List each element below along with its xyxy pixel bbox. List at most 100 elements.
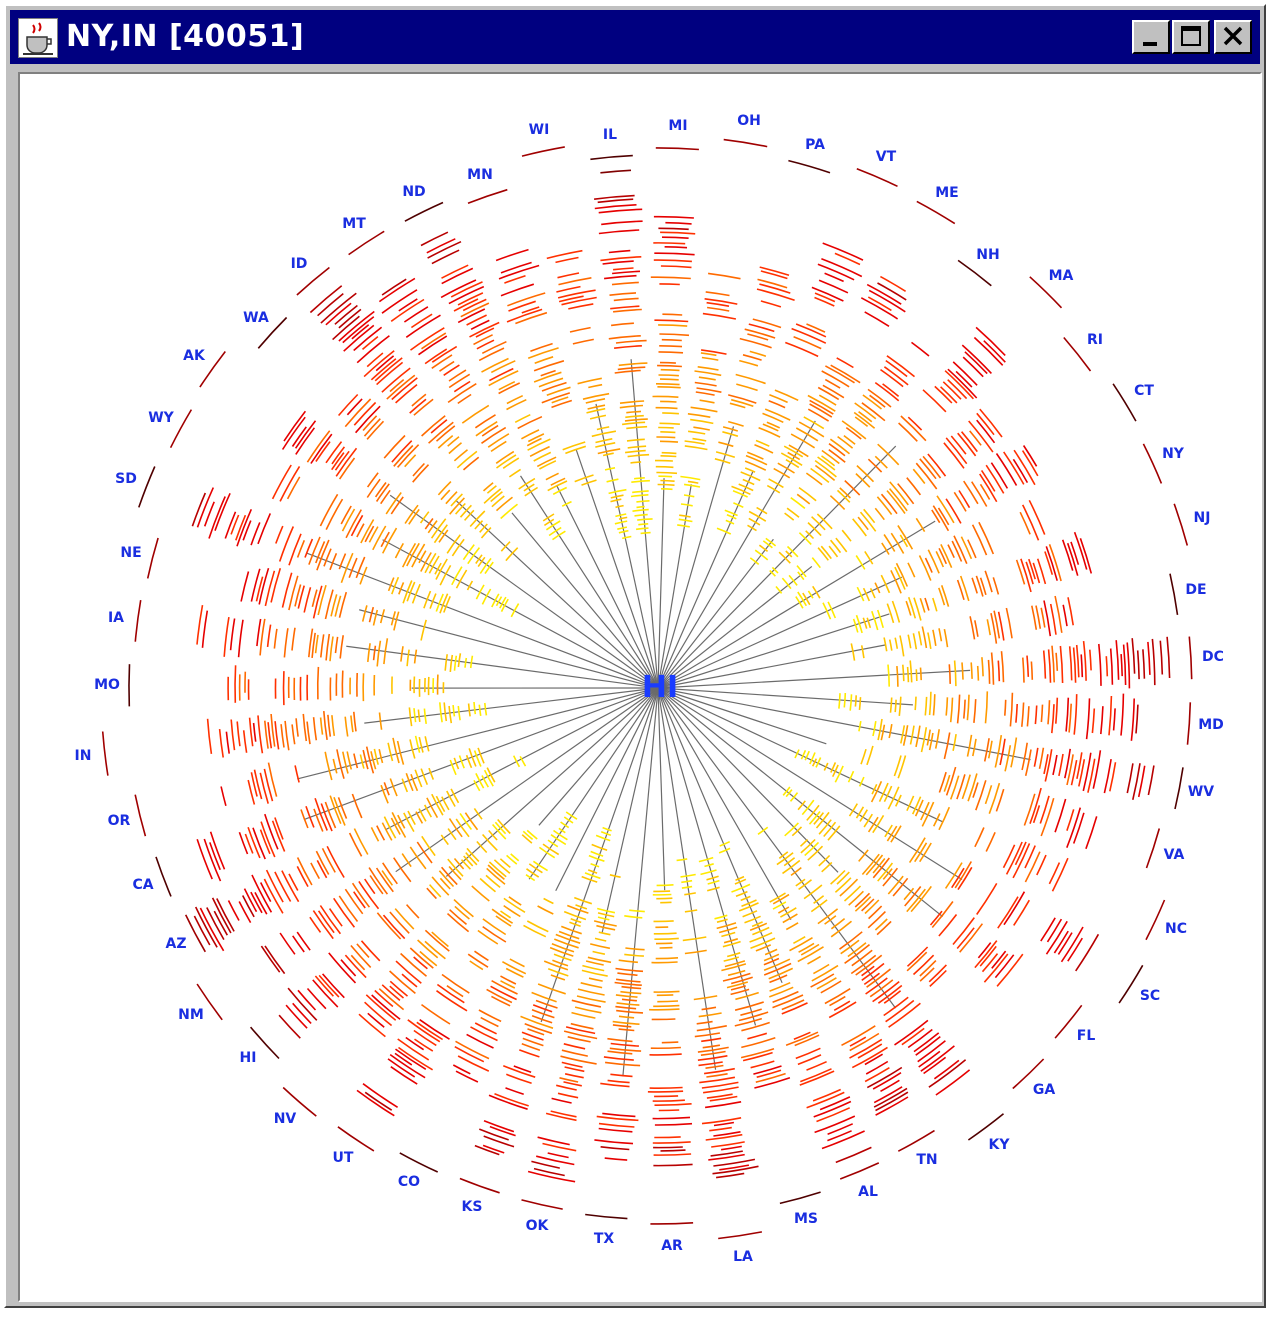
state-label-ia[interactable]: IA [107, 610, 125, 626]
state-label-fl[interactable]: FL [1076, 1028, 1096, 1044]
center-state-label[interactable]: HI [641, 670, 679, 705]
state-label-mt[interactable]: MT [342, 216, 366, 232]
outer-arc-DC [1188, 636, 1193, 680]
spoke-NM [395, 687, 659, 873]
state-label-wa[interactable]: WA [243, 310, 269, 326]
wedge-SD [191, 487, 451, 614]
state-label-or[interactable]: OR [107, 813, 131, 829]
outer-arc-WY [169, 409, 193, 449]
state-label-md[interactable]: MD [1198, 717, 1224, 733]
state-label-nd[interactable]: ND [402, 184, 426, 200]
outer-arc-MD [1186, 702, 1192, 745]
spoke-LA [657, 687, 717, 1070]
state-label-il[interactable]: IL [602, 127, 618, 143]
state-label-nv[interactable]: NV [273, 1111, 297, 1127]
state-label-ks[interactable]: KS [461, 1199, 483, 1215]
wedge-TX [594, 909, 645, 1161]
outer-arc-ND [404, 201, 444, 222]
state-label-al[interactable]: AL [858, 1184, 878, 1200]
spoke-TN [657, 687, 792, 921]
spoke-HI [445, 687, 659, 877]
state-label-oh[interactable]: OH [737, 113, 761, 129]
state-label-ar[interactable]: AR [661, 1238, 683, 1254]
spoke-WY [382, 539, 659, 689]
spoke-RI [657, 565, 813, 689]
maximize-icon [1181, 26, 1201, 46]
outer-arc-NJ [1173, 503, 1189, 546]
outer-arc-MO [128, 664, 131, 707]
spoke-MA [657, 445, 897, 689]
state-label-de[interactable]: DE [1185, 582, 1207, 598]
minimize-icon [1143, 42, 1157, 46]
spoke-DC [657, 669, 971, 689]
maximize-button[interactable] [1172, 20, 1210, 54]
state-label-ct[interactable]: CT [1134, 383, 1154, 399]
state-label-wy[interactable]: WY [148, 410, 174, 426]
wedge-OH [677, 272, 741, 528]
state-label-ri[interactable]: RI [1087, 332, 1103, 348]
close-button[interactable] [1214, 20, 1252, 54]
state-label-ga[interactable]: GA [1032, 1082, 1056, 1098]
spoke-NE [359, 609, 659, 689]
state-label-wv[interactable]: WV [1187, 784, 1215, 800]
state-label-mo[interactable]: MO [94, 677, 120, 693]
wedge-FL [782, 786, 1024, 987]
state-label-ok[interactable]: OK [525, 1218, 549, 1234]
state-label-ny[interactable]: NY [1162, 446, 1184, 462]
state-label-tx[interactable]: TX [593, 1231, 615, 1247]
wedge-VT [716, 242, 864, 535]
state-label-ne[interactable]: NE [120, 545, 142, 561]
spoke-MI [657, 478, 665, 689]
state-label-in[interactable]: IN [74, 748, 92, 764]
radial-visualization-canvas[interactable]: HI IL MI OH PA VT ME NH MA RI CT NY NJ DE DC MD WV VA NC S… [18, 72, 1262, 1302]
outer-arc-AK [199, 351, 226, 388]
wedge-MN [495, 248, 597, 486]
outer-arc-IL [590, 154, 633, 161]
wedge-KS [474, 826, 612, 1156]
wedge-MO [227, 665, 445, 706]
state-label-hi[interactable]: HI [239, 1050, 257, 1066]
state-label-ak[interactable]: AK [183, 348, 205, 364]
state-label-dc[interactable]: DC [1202, 649, 1224, 665]
state-label-az[interactable]: AZ [165, 936, 187, 952]
state-label-nc[interactable]: NC [1165, 921, 1187, 937]
title-bar[interactable]: NY,IN [40051] [10, 10, 1260, 64]
spoke-ME [657, 420, 816, 689]
state-label-id[interactable]: ID [290, 256, 308, 272]
wedge-AL [718, 840, 872, 1164]
state-label-ms[interactable]: MS [793, 1211, 819, 1227]
wedge-UT [356, 811, 578, 1117]
wedge-KY [757, 826, 971, 1096]
java-cup-icon [18, 18, 58, 58]
state-label-wi[interactable]: WI [528, 122, 550, 138]
state-label-ky[interactable]: KY [988, 1137, 1010, 1153]
state-label-pa[interactable]: PA [805, 137, 825, 153]
state-label-nm[interactable]: NM [178, 1007, 204, 1023]
wedge-MD [838, 691, 1139, 741]
outer-arc-NE [146, 537, 159, 579]
state-label-mn[interactable]: MN [467, 167, 493, 183]
wedge-WY [271, 464, 520, 618]
state-label-sc[interactable]: SC [1139, 988, 1161, 1004]
state-label-me[interactable]: ME [935, 185, 959, 201]
wedge-TN [769, 892, 909, 1116]
outer-arc-LA [718, 1231, 763, 1240]
outer-arc-MI [655, 147, 699, 151]
wedge-ND [420, 231, 572, 507]
state-label-la[interactable]: LA [733, 1249, 753, 1265]
state-label-co[interactable]: CO [397, 1174, 421, 1190]
state-label-nh[interactable]: NH [976, 247, 1000, 263]
state-label-mi[interactable]: MI [668, 118, 688, 134]
wedge-OR [220, 735, 430, 807]
state-label-tn[interactable]: TN [916, 1152, 938, 1168]
state-label-ma[interactable]: MA [1048, 268, 1074, 284]
state-label-nj[interactable]: NJ [1193, 510, 1211, 526]
state-label-ut[interactable]: UT [332, 1150, 354, 1166]
state-label-ca[interactable]: CA [132, 877, 154, 893]
state-label-va[interactable]: VA [1163, 847, 1185, 863]
spoke-UT [528, 687, 659, 880]
state-label-sd[interactable]: SD [115, 471, 137, 487]
outer-arc-MS [779, 1191, 821, 1205]
state-label-vt[interactable]: VT [875, 149, 897, 165]
minimize-button[interactable] [1132, 20, 1170, 54]
